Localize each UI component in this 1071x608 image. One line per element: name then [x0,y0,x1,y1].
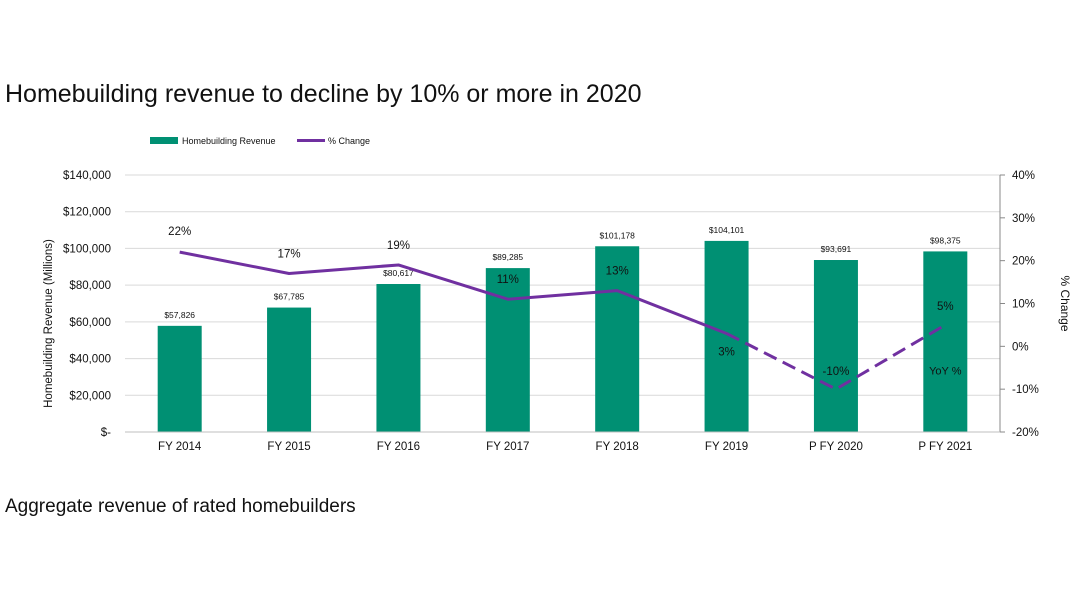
legend-label-bar: Homebuilding Revenue [182,136,276,146]
y2-tick-label: -20% [1012,427,1039,439]
bar-data-label: $80,617 [383,268,414,278]
line-series-actual [179,250,728,335]
line-data-label: 11% [497,274,519,286]
bar [376,284,421,432]
bar [485,268,530,432]
chart-bars [157,240,968,432]
x-tick-label: P FY 2020 [809,441,863,453]
bar-data-label: $101,178 [599,230,635,240]
y-tick-label: $40,000 [69,354,111,366]
x-tick-label: FY 2016 [377,441,420,453]
y2-tick-label: 30% [1012,213,1035,225]
bar-data-label: $93,691 [821,244,852,254]
x-tick-label: FY 2017 [486,441,529,453]
bar-data-label: $89,285 [492,252,523,262]
y-tick-label: $120,000 [63,207,111,219]
y2-tick-label: 40% [1012,170,1035,182]
bar [595,246,640,432]
x-tick-label: FY 2019 [705,441,748,453]
line-data-label: 13% [606,266,629,278]
y2-tick-label: 20% [1012,256,1035,268]
bar [157,325,202,432]
y2-tick-label: 0% [1012,341,1029,353]
line-data-label: 3% [718,346,735,358]
bar-data-label: $98,375 [930,235,961,245]
y2-tick-label: 10% [1012,299,1035,311]
x-tick-label: FY 2018 [596,441,639,453]
bar [813,260,858,432]
bar-data-label: $57,826 [164,310,195,320]
line-data-label: 19% [387,240,410,252]
chart-line [179,250,947,391]
y-tick-label: $140,000 [63,170,111,182]
chart-bar-labels: $57,826 $67,785 $80,617 $89,285 $101,178 $104… [164,225,961,320]
chart-grid [125,174,1000,396]
chart-annotation: YoY % [929,366,962,378]
bar-data-label: $104,101 [709,225,745,235]
y2-tick-label: -10% [1012,384,1039,396]
page-subtitle: Aggregate revenue of rated homebuilders [5,496,356,517]
y2-axis-label: % Change [1058,275,1071,331]
bar [704,240,749,432]
y-tick-label: $80,000 [69,280,111,292]
bar [923,251,968,432]
bar-data-label: $67,785 [274,292,305,302]
y-tick-label: $60,000 [69,317,111,329]
legend-label-line: % Change [328,136,370,146]
chart-line-labels: 22% 17% 19% 11% 13% 3% -10% 5% [168,226,953,378]
chart-axes: $- $20,000 $40,000 $60,000 $80,000 $100,000 $1… [63,170,1039,453]
line-data-label: 5% [937,301,954,313]
line-data-label: -10% [823,366,850,378]
line-data-label: 22% [168,226,191,238]
page-title: Homebuilding revenue to decline by 10% o… [5,80,642,108]
x-tick-label: FY 2015 [267,441,310,453]
y-tick-label: $- [101,427,111,439]
y-axis-label: Homebuilding Revenue (Millions) [43,239,55,408]
line-data-label: 17% [278,249,301,261]
legend-swatch-bar [150,137,178,144]
y-tick-label: $20,000 [69,390,111,402]
x-tick-label: P FY 2021 [918,441,972,453]
y-tick-label: $100,000 [63,243,111,255]
chart-legend: Homebuilding Revenue % Change [150,136,370,146]
x-tick-label: FY 2014 [158,441,202,453]
bar [267,307,312,432]
